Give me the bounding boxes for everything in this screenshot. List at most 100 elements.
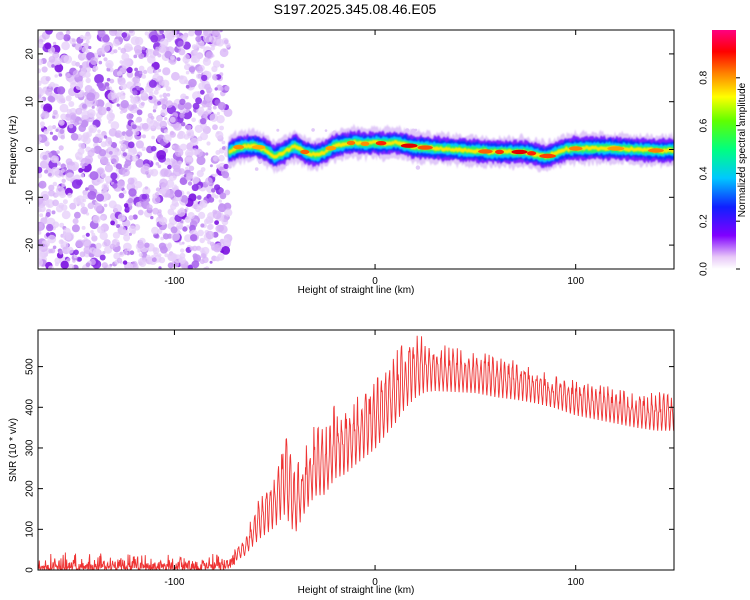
noise-speck	[159, 178, 168, 187]
noise-speck	[185, 166, 189, 171]
noise-speck	[149, 120, 158, 129]
noise-speck	[84, 71, 91, 78]
noise-speck	[141, 252, 148, 259]
noise-speck	[212, 173, 216, 178]
noise-speck	[52, 41, 57, 46]
noise-speck	[214, 173, 218, 177]
noise-speck	[167, 208, 175, 216]
noise-speck	[212, 210, 222, 220]
noise-speck	[221, 146, 226, 150]
noise-speck	[141, 194, 148, 200]
noise-speck	[160, 236, 165, 241]
noise-speck	[110, 172, 118, 180]
noise-speck	[177, 208, 186, 217]
noise-speck	[176, 222, 184, 230]
noise-speck	[81, 46, 88, 53]
noise-speck	[135, 119, 139, 123]
noise-speck	[213, 75, 218, 80]
noise-speck	[87, 190, 97, 200]
noise-speck	[147, 112, 153, 119]
noise-speck	[74, 43, 83, 51]
noise-speck	[82, 136, 91, 145]
noise-speck	[219, 125, 225, 131]
y-tick-label: 0	[25, 567, 36, 573]
noise-speck	[208, 196, 215, 203]
noise-speck	[160, 245, 168, 254]
noise-speck	[143, 163, 150, 170]
noise-speck	[84, 155, 94, 165]
noise-speck	[199, 237, 205, 244]
noise-speck	[122, 250, 128, 256]
noise-speck	[40, 252, 47, 259]
noise-speck	[209, 164, 213, 168]
noise-speck	[157, 68, 162, 73]
noise-speck	[102, 34, 110, 43]
noise-speck	[148, 79, 157, 88]
noise-speck	[137, 209, 144, 216]
noise-speck	[141, 74, 146, 79]
noise-speck	[83, 239, 92, 248]
noise-speck	[90, 57, 98, 66]
noise-speck	[185, 70, 190, 75]
noise-speck	[59, 103, 69, 113]
noise-speck	[132, 214, 138, 220]
noise-speck	[178, 257, 184, 263]
noise-speck	[414, 128, 418, 132]
noise-speck	[49, 131, 54, 135]
noise-speck	[191, 260, 200, 269]
noise-speck	[75, 156, 80, 161]
noise-speck	[91, 235, 98, 242]
noise-speck	[66, 257, 71, 262]
noise-speck	[163, 129, 169, 134]
noise-speck	[150, 168, 159, 177]
noise-speck	[170, 172, 174, 176]
noise-speck	[115, 168, 119, 172]
noise-speck	[135, 140, 144, 149]
noise-speck	[100, 172, 107, 179]
noise-speck	[45, 88, 53, 96]
noise-speck	[45, 232, 51, 237]
signal-hotspot	[375, 141, 387, 146]
noise-speck	[179, 112, 185, 119]
noise-speck	[85, 232, 90, 237]
noise-speck	[203, 30, 212, 37]
noise-speck	[182, 226, 188, 232]
noise-speck	[75, 61, 80, 67]
noise-speck	[169, 130, 175, 136]
noise-speck	[72, 164, 79, 171]
noise-speck	[121, 60, 130, 69]
noise-speck	[112, 183, 118, 189]
noise-speck	[49, 96, 56, 103]
noise-speck	[214, 220, 220, 226]
noise-speck	[205, 51, 214, 60]
noise-speck	[39, 213, 44, 218]
noise-speck	[70, 133, 79, 141]
noise-speck	[186, 224, 190, 229]
noise-speck	[153, 50, 159, 56]
noise-speck	[107, 146, 114, 153]
noise-speck	[75, 239, 85, 248]
noise-speck	[132, 76, 141, 84]
noise-speck	[86, 212, 90, 216]
noise-speck	[123, 203, 129, 208]
noise-speck	[151, 226, 159, 235]
snr-frame	[37, 329, 675, 571]
noise-speck	[121, 32, 128, 38]
noise-speck	[45, 76, 51, 82]
noise-speck	[196, 66, 204, 74]
noise-speck	[96, 193, 105, 202]
y-tick-label: 400	[25, 399, 36, 416]
noise-speck	[147, 55, 156, 64]
noise-speck	[134, 67, 139, 72]
noise-speck	[125, 129, 133, 137]
noise-speck	[157, 209, 162, 214]
noise-speck	[221, 140, 226, 145]
noise-speck	[192, 102, 200, 110]
noise-speck	[127, 197, 134, 204]
noise-speck	[219, 48, 229, 58]
noise-speck	[44, 169, 49, 174]
noise-speck	[188, 165, 195, 172]
noise-speck	[60, 191, 65, 196]
noise-speck	[98, 60, 103, 65]
noise-speck	[57, 86, 66, 95]
